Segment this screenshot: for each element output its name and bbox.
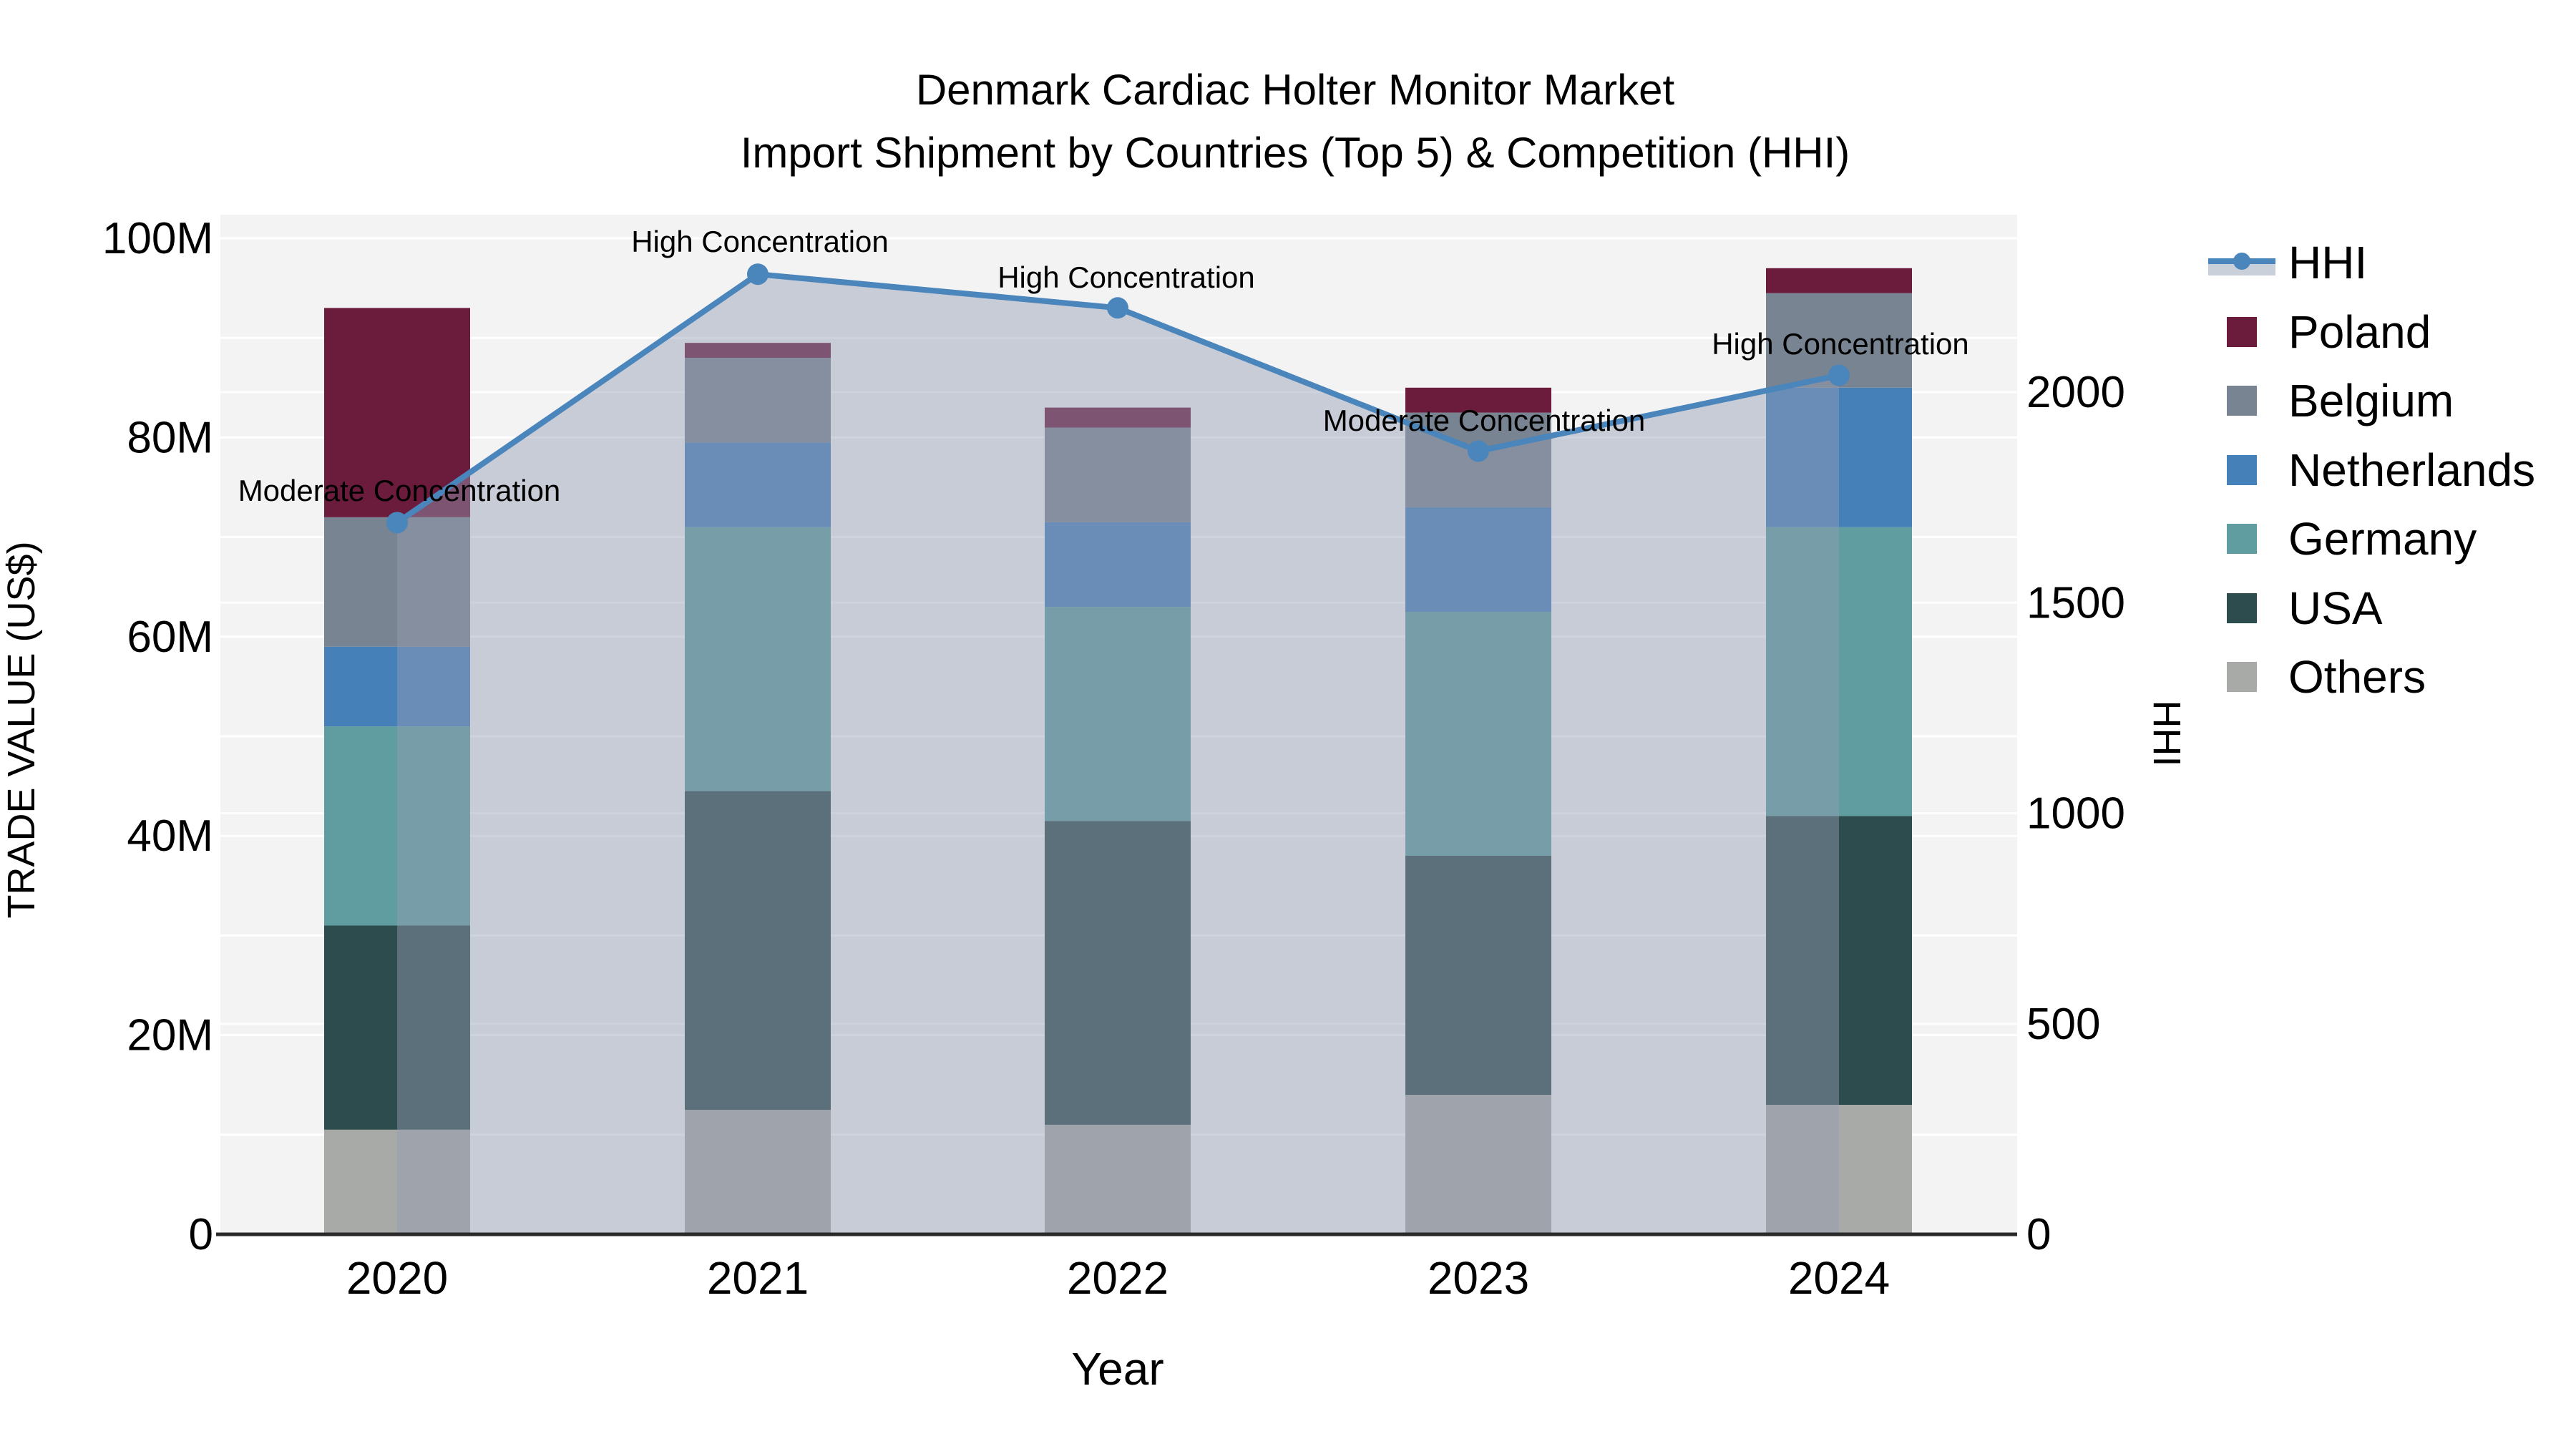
bar-2023-netherlands[interactable]: [1405, 507, 1551, 612]
y-left-tick-80m: 80M: [127, 413, 213, 462]
legend-label-poland[interactable]: Poland: [2288, 306, 2431, 358]
bar-group-2020: [324, 308, 470, 1234]
bar-2024-others[interactable]: [1766, 1105, 1912, 1234]
bar-2021-belgium[interactable]: [685, 358, 831, 443]
bar-2022-germany[interactable]: [1045, 607, 1191, 821]
legend-item-poland[interactable]: Poland: [2227, 306, 2431, 358]
bar-2022-others[interactable]: [1045, 1124, 1191, 1234]
x-tick-2022: 2022: [1067, 1252, 1169, 1304]
bar-group-2023: [1405, 387, 1551, 1234]
bar-2024-usa[interactable]: [1766, 816, 1912, 1105]
annotation-2020: Moderate Concentration: [238, 474, 561, 507]
y-right-tick-2000: 2000: [2026, 368, 2125, 417]
y-right-tick-1500: 1500: [2026, 578, 2125, 628]
hhi-point-2021[interactable]: [747, 263, 769, 286]
bar-2020-usa[interactable]: [324, 925, 470, 1130]
bar-2020-germany[interactable]: [324, 726, 470, 926]
legend-item-belgium[interactable]: Belgium: [2227, 375, 2454, 426]
bar-2021-germany[interactable]: [685, 527, 831, 791]
bar-2020-others[interactable]: [324, 1129, 470, 1234]
hhi-point-2024[interactable]: [1828, 364, 1850, 386]
legend-item-netherlands[interactable]: Netherlands: [2227, 444, 2535, 496]
annotation-2021: High Concentration: [631, 225, 889, 258]
others-swatch: [2227, 662, 2257, 692]
hhi-point-2020[interactable]: [386, 512, 408, 534]
x-tick-2023: 2023: [1428, 1252, 1529, 1304]
x-tick-2021: 2021: [707, 1252, 809, 1304]
legend-item-hhi[interactable]: HHI: [2208, 237, 2367, 288]
hhi-point-2023[interactable]: [1468, 440, 1489, 462]
x-tick-2024: 2024: [1788, 1252, 1890, 1304]
bar-2024-netherlands[interactable]: [1766, 387, 1912, 527]
annotation-2023: Moderate Concentration: [1323, 404, 1646, 437]
legend-label-germany[interactable]: Germany: [2288, 513, 2477, 565]
belgium-swatch: [2227, 386, 2257, 416]
bar-2021-usa[interactable]: [685, 791, 831, 1110]
legend-label-netherlands[interactable]: Netherlands: [2288, 444, 2535, 496]
bar-2022-belgium[interactable]: [1045, 427, 1191, 522]
legend-item-others[interactable]: Others: [2227, 651, 2426, 703]
bar-group-2022: [1045, 407, 1191, 1234]
y-left-tick-60m: 60M: [127, 613, 213, 662]
legend-label-hhi[interactable]: HHI: [2288, 237, 2367, 288]
hhi-point-2022[interactable]: [1107, 297, 1128, 319]
bar-2020-belgium[interactable]: [324, 517, 470, 647]
bar-group-2024: [1766, 268, 1912, 1234]
bar-2020-poland[interactable]: [324, 308, 470, 517]
legend-label-belgium[interactable]: Belgium: [2288, 375, 2454, 426]
bar-2024-germany[interactable]: [1766, 527, 1912, 816]
y-right-tick-1000: 1000: [2026, 789, 2125, 839]
x-tick-2020: 2020: [346, 1252, 448, 1304]
bar-2022-poland[interactable]: [1045, 407, 1191, 428]
germany-swatch: [2227, 524, 2257, 554]
legend: HHI Poland Belgium Netherlands Germany U…: [2208, 237, 2535, 703]
y-left-tick-20m: 20M: [127, 1011, 213, 1060]
bar-2024-poland[interactable]: [1766, 268, 1912, 293]
bar-2021-poland[interactable]: [685, 343, 831, 358]
annotation-2024: High Concentration: [1712, 327, 1969, 361]
hhi-marker-sample: [2233, 253, 2250, 270]
bar-2021-netherlands[interactable]: [685, 442, 831, 527]
bar-2023-others[interactable]: [1405, 1095, 1551, 1234]
bar-2022-usa[interactable]: [1045, 821, 1191, 1125]
chart-title: Denmark Cardiac Holter Monitor Market: [916, 66, 1675, 114]
hhi-area: [397, 274, 1839, 1235]
bar-2023-usa[interactable]: [1405, 856, 1551, 1096]
y-left-tick-40m: 40M: [127, 811, 213, 861]
y-right-axis-title: HHI: [2145, 701, 2188, 767]
bar-2021-others[interactable]: [685, 1110, 831, 1234]
bar-2020-netherlands[interactable]: [324, 646, 470, 727]
netherlands-swatch: [2227, 455, 2257, 485]
poland-swatch: [2227, 317, 2257, 347]
y-right-tick-500: 500: [2026, 1000, 2100, 1049]
y-left-tick-0: 0: [189, 1210, 213, 1259]
chart-subtitle: Import Shipment by Countries (Top 5) & C…: [741, 129, 1850, 177]
usa-swatch: [2227, 593, 2257, 623]
annotation-2022: High Concentration: [997, 260, 1255, 294]
legend-label-usa[interactable]: USA: [2288, 582, 2383, 634]
y-right-tick-0: 0: [2026, 1210, 2051, 1259]
y-left-axis-title: TRADE VALUE (US$): [0, 541, 43, 918]
bar-group-2021: [685, 343, 831, 1234]
legend-item-germany[interactable]: Germany: [2227, 513, 2477, 565]
x-axis-title: Year: [1071, 1343, 1163, 1395]
legend-item-usa[interactable]: USA: [2227, 582, 2383, 634]
bar-2023-poland[interactable]: [1405, 387, 1551, 413]
bar-2023-germany[interactable]: [1405, 612, 1551, 856]
bar-2022-netherlands[interactable]: [1045, 522, 1191, 608]
y-left-tick-100m: 100M: [102, 214, 213, 263]
legend-label-others[interactable]: Others: [2288, 651, 2426, 703]
